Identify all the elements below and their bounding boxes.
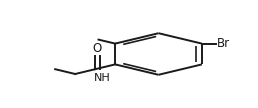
- Text: Br: Br: [217, 37, 230, 50]
- Text: NH: NH: [94, 73, 111, 83]
- Text: O: O: [93, 42, 102, 55]
